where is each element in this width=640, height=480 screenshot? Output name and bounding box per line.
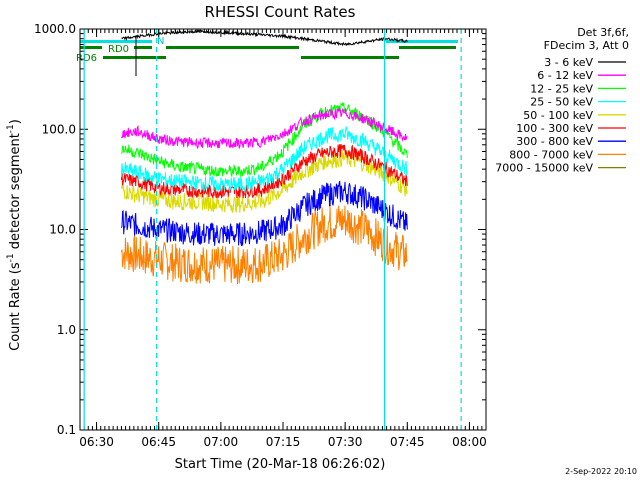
x-tick-label: 08:00: [452, 435, 487, 449]
series-layer: [120, 29, 408, 285]
series-line-12-25-keV: [121, 101, 408, 178]
x-tick-label: 07:30: [328, 435, 363, 449]
plot-frame: [79, 28, 487, 431]
x-tick-label: 06:45: [141, 435, 176, 449]
series-line-25-50-keV: [120, 125, 408, 193]
legend-label: 800 - 7000 keV: [509, 148, 593, 161]
series-line-6-12-keV: [120, 107, 408, 150]
rd6-bar-right: [301, 56, 399, 59]
chart-title: RHESSI Count Rates: [205, 3, 356, 21]
rd6-bar-left: [103, 56, 166, 59]
y-label-part3: ): [8, 119, 23, 124]
y-axis-label: Count Rate (s-1 detector segment-1): [6, 119, 23, 351]
rd0-bar-mid1: [134, 46, 152, 49]
y-label-sup2: -1: [6, 124, 16, 133]
legend-label: 50 - 100 keV: [523, 109, 593, 122]
cyan-bar-right: [386, 40, 458, 43]
cyan-bar-left: [80, 40, 152, 43]
y-label-sup1: -1: [6, 253, 16, 262]
y-label-part1: Count Rate (s: [8, 262, 23, 351]
series-line-100-300-keV: [120, 143, 408, 199]
header-status-bars: RD0 RD6 N: [76, 36, 458, 76]
legend-label: 12 - 25 keV: [530, 82, 593, 95]
footer-date: 2-Sep-2022 20:10: [565, 467, 637, 476]
series-line-300-800-keV: [120, 180, 408, 247]
legend-label: 6 - 12 keV: [537, 69, 593, 82]
series-line-800-7000-keV: [120, 205, 408, 285]
n-label: N: [157, 36, 164, 47]
y-tick-label: 100.0: [42, 122, 76, 136]
y-label-part2: detector segment: [8, 133, 23, 253]
legend-header: Det 3f,6f,: [577, 26, 629, 39]
y-tick-label: 1.0: [57, 323, 76, 337]
legend-label: 300 - 800 keV: [516, 135, 593, 148]
x-tick-label: 07:00: [204, 435, 239, 449]
y-axis: 1000.0 100.0 10.0 1.0 0.1: [34, 22, 486, 437]
y-tick-label: 1000.0: [34, 22, 76, 36]
legend-label: 100 - 300 keV: [516, 122, 593, 135]
x-axis: 06:30 06:45 07:00 07:15 07:30 07:45 08:00: [79, 29, 487, 449]
series-line-50-100-keV: [120, 149, 408, 214]
rd0-label: RD0: [108, 44, 129, 55]
rd0-bar-left: [80, 46, 102, 49]
rd0-bar-right: [399, 46, 456, 49]
y-tick-label: 0.1: [57, 423, 76, 437]
x-axis-label: Start Time (20-Mar-18 06:26:02): [175, 457, 386, 472]
y-tick-label: 10.0: [49, 223, 76, 237]
legend-header: FDecim 3, Att 0: [544, 39, 629, 52]
series-line-3-6-keV: [121, 29, 408, 47]
x-tick-label: 07:45: [390, 435, 425, 449]
x-tick-label: 06:30: [79, 435, 114, 449]
legend-label: 7000 - 15000 keV: [495, 162, 593, 175]
vertical-markers: [83, 29, 462, 430]
rd0-bar-mid2: [166, 46, 299, 49]
rd6-label: RD6: [76, 53, 97, 64]
x-tick-label: 07:15: [266, 435, 301, 449]
legend-label: 25 - 50 keV: [530, 96, 593, 109]
legend-label: 3 - 6 keV: [544, 56, 593, 69]
